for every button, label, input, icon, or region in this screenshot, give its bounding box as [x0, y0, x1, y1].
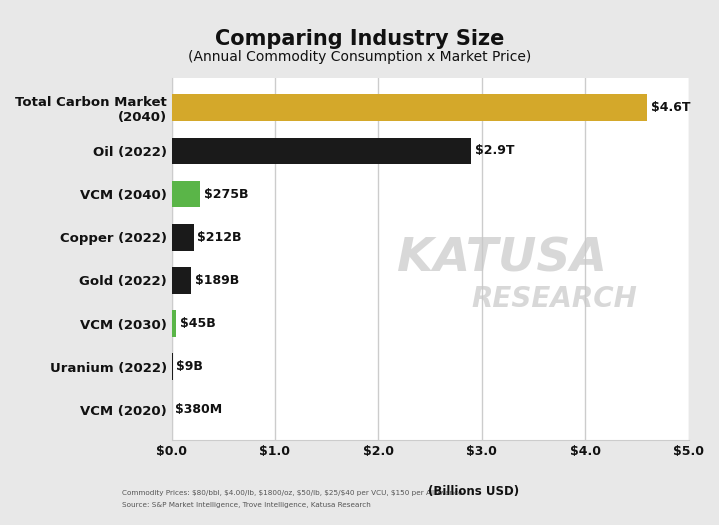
Bar: [172, 138, 472, 164]
Bar: [172, 310, 176, 337]
Bar: [172, 267, 191, 294]
Text: (Annual Commodity Consumption x Market Price): (Annual Commodity Consumption x Market P…: [188, 50, 531, 64]
Text: KATUSA: KATUSA: [398, 236, 608, 281]
Text: RESEARCH: RESEARCH: [471, 285, 637, 312]
Text: (Billions USD): (Billions USD): [428, 485, 519, 498]
Text: $45B: $45B: [180, 317, 216, 330]
Text: Comparing Industry Size: Comparing Industry Size: [215, 29, 504, 49]
Text: $380M: $380M: [175, 403, 222, 416]
Text: $2.9T: $2.9T: [475, 144, 515, 157]
Bar: [172, 94, 647, 121]
Bar: [172, 353, 173, 380]
Text: $9B: $9B: [176, 360, 203, 373]
Text: Commodity Prices: $80/bbl, $4.00/lb, $1800/oz, $50/lb, $25/$40 per VCU, $150 per: Commodity Prices: $80/bbl, $4.00/lb, $18…: [122, 490, 463, 496]
Text: $212B: $212B: [197, 231, 242, 244]
Bar: [172, 224, 193, 250]
Bar: [172, 181, 200, 207]
Text: $275B: $275B: [203, 187, 248, 201]
Text: Source: S&P Market Intelligence, Trove Intelligence, Katusa Research: Source: S&P Market Intelligence, Trove I…: [122, 502, 371, 508]
Text: $4.6T: $4.6T: [651, 101, 690, 114]
Text: $189B: $189B: [195, 274, 239, 287]
